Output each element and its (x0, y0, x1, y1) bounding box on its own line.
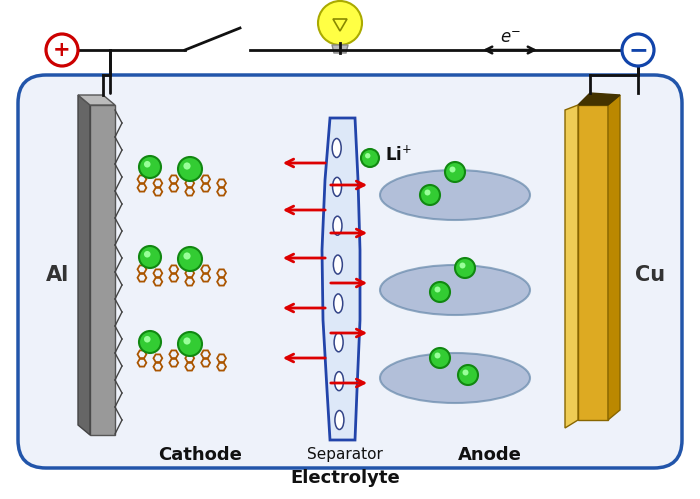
Circle shape (424, 190, 430, 196)
Circle shape (463, 369, 468, 376)
Ellipse shape (333, 216, 342, 235)
Circle shape (139, 331, 161, 353)
Circle shape (183, 162, 190, 170)
Ellipse shape (380, 265, 530, 315)
Ellipse shape (380, 353, 530, 403)
Ellipse shape (333, 255, 342, 274)
Circle shape (435, 286, 440, 292)
Circle shape (183, 337, 190, 345)
Circle shape (430, 348, 450, 368)
Circle shape (455, 258, 475, 278)
Polygon shape (322, 118, 360, 440)
Polygon shape (565, 105, 578, 428)
Circle shape (318, 1, 362, 45)
Circle shape (430, 282, 450, 302)
Polygon shape (90, 105, 115, 435)
Ellipse shape (335, 372, 344, 391)
Circle shape (420, 185, 440, 205)
Text: Al: Al (46, 265, 69, 285)
Circle shape (144, 161, 150, 168)
Circle shape (46, 34, 78, 66)
Text: Cu: Cu (635, 265, 665, 285)
Text: Anode: Anode (458, 446, 522, 464)
Text: Electrolyte: Electrolyte (290, 469, 400, 487)
Circle shape (183, 252, 190, 259)
Ellipse shape (380, 170, 530, 220)
Polygon shape (578, 93, 620, 105)
Circle shape (144, 336, 150, 342)
Circle shape (178, 247, 202, 271)
Circle shape (139, 246, 161, 268)
Text: +: + (53, 40, 71, 60)
Circle shape (178, 157, 202, 181)
Circle shape (361, 149, 379, 167)
Ellipse shape (332, 177, 342, 197)
Ellipse shape (334, 294, 343, 313)
Circle shape (178, 332, 202, 356)
Circle shape (449, 167, 456, 173)
Circle shape (144, 251, 150, 257)
Polygon shape (78, 95, 90, 435)
Ellipse shape (335, 411, 344, 430)
FancyBboxPatch shape (18, 75, 682, 468)
Circle shape (622, 34, 654, 66)
Polygon shape (608, 95, 620, 420)
Polygon shape (78, 95, 115, 105)
Circle shape (435, 352, 440, 358)
Circle shape (458, 365, 478, 385)
Text: e$^{-}$: e$^{-}$ (500, 29, 521, 47)
Circle shape (459, 262, 466, 268)
Text: Li$^{+}$: Li$^{+}$ (385, 145, 412, 165)
Polygon shape (332, 45, 348, 53)
Circle shape (445, 162, 465, 182)
Text: Cathode: Cathode (158, 446, 242, 464)
Circle shape (365, 153, 370, 159)
Ellipse shape (332, 139, 341, 158)
Text: −: − (628, 38, 648, 62)
Polygon shape (578, 105, 608, 420)
Text: Separator: Separator (307, 448, 383, 463)
Circle shape (139, 156, 161, 178)
Ellipse shape (334, 333, 343, 352)
